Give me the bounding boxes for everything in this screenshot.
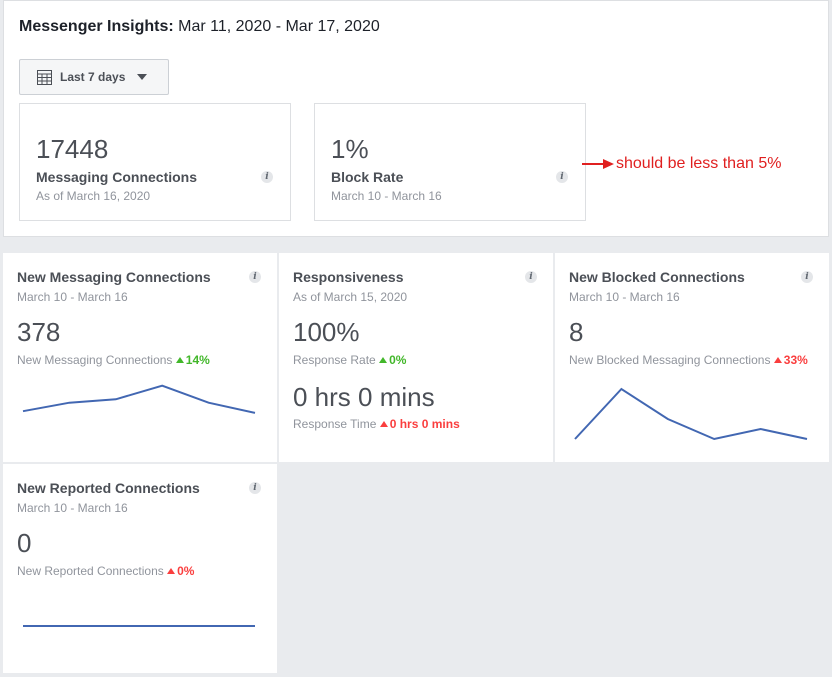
- info-icon[interactable]: i: [249, 482, 261, 494]
- sparkline: [574, 387, 808, 441]
- tile-value: 8: [569, 317, 584, 347]
- change-badge: 0%: [167, 564, 194, 578]
- info-icon[interactable]: i: [261, 171, 273, 183]
- up-arrow-icon: [379, 357, 388, 363]
- change-value: 0%: [177, 564, 195, 578]
- tile-metric: New Reported Connections 0%: [17, 564, 194, 578]
- messaging-connections-date: As of March 16, 2020: [36, 189, 151, 203]
- response-time-value: 0 hrs 0 mins: [293, 382, 435, 412]
- block-rate-card: 1% Block Rate March 10 - March 16 i: [314, 103, 586, 221]
- tile-value: 0: [17, 528, 32, 558]
- response-rate-value: 100%: [293, 317, 360, 347]
- new-messaging-connections-tile: New Messaging Connections March 10 - Mar…: [3, 253, 277, 462]
- change-value: 14%: [185, 353, 210, 367]
- tile-range: March 10 - March 16: [17, 501, 128, 515]
- tile-range: March 10 - March 16: [569, 290, 680, 304]
- sparkline-chart: [22, 384, 256, 414]
- new-blocked-connections-tile: New Blocked Connections March 10 - March…: [555, 253, 829, 462]
- tile-title: New Blocked Connections: [569, 269, 745, 285]
- up-arrow-icon: [167, 568, 176, 574]
- info-icon[interactable]: i: [556, 171, 568, 183]
- tile-title: New Messaging Connections: [17, 269, 211, 285]
- messaging-connections-card: 17448 Messaging Connections As of March …: [19, 103, 291, 221]
- messaging-connections-label: Messaging Connections: [36, 169, 198, 185]
- up-arrow-icon: [379, 421, 388, 427]
- change-badge: 33%: [773, 353, 808, 367]
- change-value: 0 hrs 0 mins: [389, 417, 460, 431]
- date-range-text: Mar 11, 2020 - Mar 17, 2020: [178, 18, 380, 35]
- info-icon[interactable]: i: [249, 271, 261, 283]
- change-badge: 14%: [175, 353, 210, 367]
- caret-down-icon: [137, 74, 148, 80]
- annotation-arrow-icon: [582, 159, 614, 169]
- tile-title: New Reported Connections: [17, 480, 200, 496]
- sparkline-chart: [574, 387, 808, 441]
- tile-metric: New Blocked Messaging Connections 33%: [569, 353, 808, 367]
- tile-title: Responsiveness: [293, 269, 404, 285]
- tile-range: March 10 - March 16: [17, 290, 128, 304]
- date-range-label: Last 7 days: [60, 70, 126, 84]
- info-icon[interactable]: i: [525, 271, 537, 283]
- change-badge: 0 hrs 0 mins: [379, 417, 460, 431]
- metric-label: Response Time: [293, 417, 377, 431]
- metric-label: New Blocked Messaging Connections: [569, 353, 771, 367]
- change-badge: 0%: [379, 353, 406, 367]
- page-title: Messenger Insights: Mar 11, 2020 - Mar 1…: [19, 18, 380, 36]
- tile-range: As of March 15, 2020: [293, 290, 408, 304]
- new-reported-connections-tile: New Reported Connections March 10 - Marc…: [3, 464, 277, 673]
- title-label: Messenger Insights:: [19, 18, 174, 35]
- tile-value: 378: [17, 317, 61, 347]
- date-range-dropdown-button[interactable]: Last 7 days: [19, 59, 169, 95]
- info-icon[interactable]: i: [801, 271, 813, 283]
- block-rate-value: 1%: [331, 134, 369, 164]
- response-time-metric: Response Time 0 hrs 0 mins: [293, 417, 460, 431]
- messaging-connections-value: 17448: [36, 134, 109, 164]
- sparkline: [22, 384, 256, 414]
- response-rate-metric: Response Rate 0%: [293, 353, 406, 367]
- metric-label: New Messaging Connections: [17, 353, 173, 367]
- tile-metric: New Messaging Connections 14%: [17, 353, 210, 367]
- change-value: 0%: [389, 353, 407, 367]
- responsiveness-tile: Responsiveness As of March 15, 2020 i 10…: [279, 253, 553, 462]
- insights-header-panel: Messenger Insights: Mar 11, 2020 - Mar 1…: [3, 0, 829, 237]
- change-value: 33%: [783, 353, 808, 367]
- sparkline-chart: [23, 625, 255, 627]
- up-arrow-icon: [175, 357, 184, 363]
- metric-label: Response Rate: [293, 353, 376, 367]
- metric-label: New Reported Connections: [17, 564, 164, 578]
- annotation-text: should be less than 5%: [616, 155, 782, 172]
- block-rate-date: March 10 - March 16: [331, 189, 442, 203]
- up-arrow-icon: [773, 357, 782, 363]
- block-rate-label: Block Rate: [331, 169, 404, 185]
- calendar-icon: [37, 69, 52, 85]
